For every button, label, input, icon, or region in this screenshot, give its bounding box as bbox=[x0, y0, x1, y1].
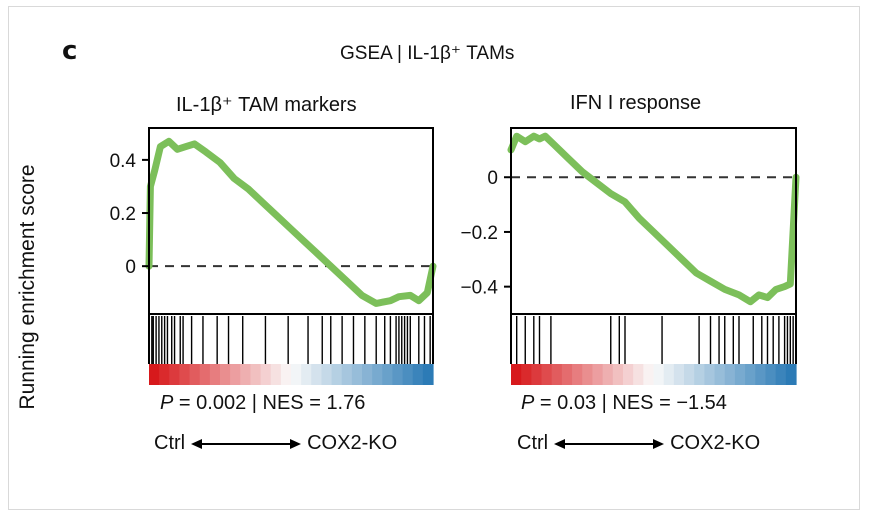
ctrl-label-1: Ctrl bbox=[154, 432, 186, 454]
chart-title-1: IL-1β⁺ TAM markers bbox=[176, 94, 357, 116]
double-arrow-icon bbox=[191, 438, 302, 449]
y-axis-label: Running enrichment score bbox=[16, 164, 39, 410]
figure-title: GSEA | IL-1β⁺ TAMs bbox=[340, 43, 515, 64]
direction-row-1: Ctrl COX2-KO bbox=[154, 432, 397, 455]
double-arrow-icon bbox=[554, 438, 665, 449]
stat-line-1: P = 0.002 | NES = 1.76 bbox=[160, 392, 366, 414]
panel-letter: c bbox=[62, 36, 78, 66]
p-symbol: P bbox=[160, 392, 174, 414]
direction-row-2: Ctrl COX2-KO bbox=[517, 432, 760, 455]
ko-label-1: COX2-KO bbox=[307, 432, 398, 454]
chart-title-2: IFN I response bbox=[570, 92, 702, 114]
stat-line-2: P = 0.03 | NES = −1.54 bbox=[521, 392, 727, 414]
nes-value-2: −1.54 bbox=[676, 392, 727, 414]
p-value-1: 0.002 bbox=[196, 392, 247, 414]
ctrl-label-2: Ctrl bbox=[517, 432, 549, 454]
ko-label-2: COX2-KO bbox=[670, 432, 761, 454]
p-value-2: 0.03 bbox=[557, 392, 597, 414]
p-symbol: P bbox=[521, 392, 535, 414]
nes-value-1: 1.76 bbox=[326, 392, 366, 414]
